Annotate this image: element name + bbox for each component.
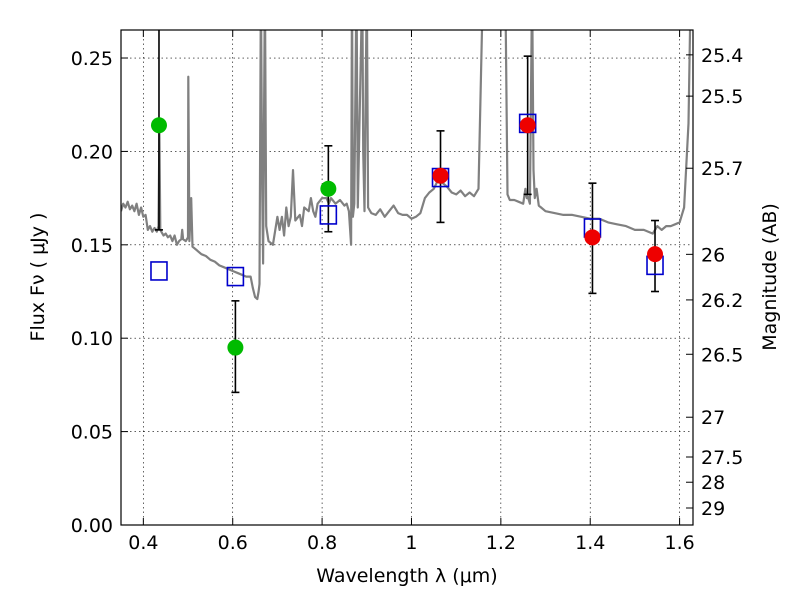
right-tick-label: 25.7 [701,158,743,180]
x-axis-label: Wavelength λ (μm) [316,565,497,587]
data-markers-group [150,113,664,356]
x-tick-label: 1 [405,532,417,554]
y-tick-label: 0.20 [71,141,113,163]
observed-flux-point [320,180,337,197]
observed-flux-point [584,229,601,246]
grid-lines [121,30,693,526]
y-tick-label: 0.25 [71,48,113,70]
model-spectrum-line [121,30,692,301]
right-tick-label: 27 [701,407,725,429]
x-tick-label: 1.6 [664,532,694,554]
right-tick-label: 29 [701,498,725,520]
y-tick-label: 0.10 [71,328,113,350]
right-axis-ticks: 25.4 25.5 25.7 26 26.2 26.5 27 27.5 28 29 [686,45,743,520]
x-axis-ticks: 0.4 0.6 0.8 1 1.2 1.4 1.6 [128,30,695,554]
observed-flux-point [150,117,167,134]
model-spectrum-group [121,30,692,301]
x-tick-label: 1.2 [486,532,516,554]
right-tick-label: 26.5 [701,344,743,366]
right-tick-label: 25.5 [701,86,743,108]
observed-flux-point [647,246,664,263]
model-band-flux-square [226,266,245,287]
plot-frame [120,29,694,526]
y-tick-label: 0.15 [71,235,113,257]
y-tick-label: 0.00 [71,515,113,537]
observed-flux-point [519,117,536,134]
x-tick-label: 0.4 [128,532,158,554]
y-axis-label: Flux Fν ( μJy ) [27,213,49,342]
x-tick-label: 0.6 [218,532,248,554]
right-y-axis-label: Magnitude (AB) [759,203,781,351]
right-tick-label: 28 [701,472,725,494]
right-tick-label: 26.2 [701,290,743,312]
right-tick-label: 25.4 [701,45,743,67]
error-bars-group [154,30,660,394]
observed-flux-point [432,167,449,184]
model-band-flux-square [319,205,338,225]
model-band-flux-square [150,261,168,281]
x-tick-label: 1.4 [575,532,605,554]
y-axis-ticks: 0.00 0.05 0.10 0.15 0.20 0.25 [71,48,128,537]
right-tick-label: 26 [701,244,725,266]
observed-flux-point [227,339,244,356]
x-tick-label: 0.8 [307,532,337,554]
right-tick-label: 27.5 [701,447,743,469]
y-tick-label: 0.05 [71,422,113,444]
